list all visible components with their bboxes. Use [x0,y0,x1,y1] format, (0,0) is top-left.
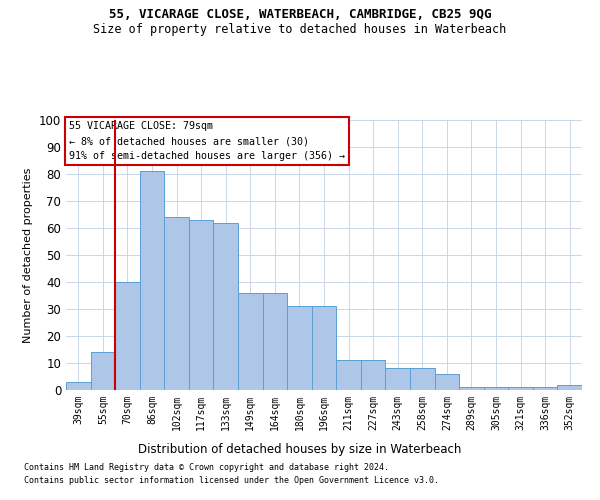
Text: Contains public sector information licensed under the Open Government Licence v3: Contains public sector information licen… [24,476,439,485]
Bar [66,382,91,390]
Bar [238,293,263,390]
Bar [557,384,582,390]
Bar [508,388,533,390]
Bar [385,368,410,390]
Bar [189,220,214,390]
Text: 55, VICARAGE CLOSE, WATERBEACH, CAMBRIDGE, CB25 9QG: 55, VICARAGE CLOSE, WATERBEACH, CAMBRIDG… [109,8,491,20]
Bar [434,374,459,390]
Bar [263,293,287,390]
Text: Size of property relative to detached houses in Waterbeach: Size of property relative to detached ho… [94,22,506,36]
Bar [459,388,484,390]
Y-axis label: Number of detached properties: Number of detached properties [23,168,34,342]
Bar [361,360,385,390]
Bar [336,360,361,390]
Bar [164,217,189,390]
Text: Distribution of detached houses by size in Waterbeach: Distribution of detached houses by size … [139,442,461,456]
Bar [533,388,557,390]
Text: 55 VICARAGE CLOSE: 79sqm
← 8% of detached houses are smaller (30)
91% of semi-de: 55 VICARAGE CLOSE: 79sqm ← 8% of detache… [68,122,344,161]
Bar [410,368,434,390]
Bar [214,222,238,390]
Bar [312,306,336,390]
Bar [287,306,312,390]
Bar [115,282,140,390]
Bar [484,388,508,390]
Bar [140,172,164,390]
Text: Contains HM Land Registry data © Crown copyright and database right 2024.: Contains HM Land Registry data © Crown c… [24,464,389,472]
Bar [91,352,115,390]
